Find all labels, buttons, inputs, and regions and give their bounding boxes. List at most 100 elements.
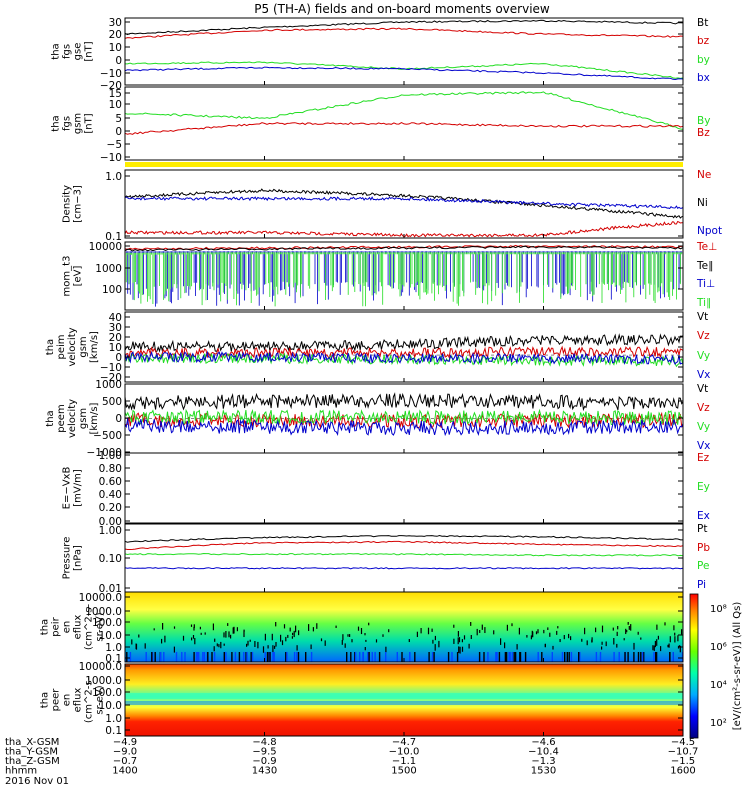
- legend-Pi: Pi: [697, 579, 706, 591]
- spectrogram-dropout: [458, 637, 461, 643]
- y-tick-label: 0: [115, 413, 122, 425]
- legend-By: By: [697, 115, 710, 127]
- spectrogram-dropout: [181, 652, 183, 662]
- spectrogram-dropout: [245, 652, 247, 662]
- panel-efield: 1.000.800.600.400.20 0.00 E=−VxB [mV/m] Ez Ey…: [62, 450, 710, 528]
- spectrogram-dropout: [271, 633, 273, 641]
- spectrogram-dropout: [483, 652, 485, 662]
- y-axis-label: fgs: [62, 44, 73, 59]
- spectrogram-dropout: [354, 652, 357, 662]
- x-axis-row-label: tha_X-GSM: [5, 737, 59, 748]
- series-Pb: [124, 540, 684, 550]
- spectrogram-dropout: [427, 627, 430, 635]
- spectrogram-dropout: [617, 626, 619, 630]
- spectrogram-dropout: [138, 634, 140, 638]
- y-axis-label: [eV]: [73, 266, 84, 287]
- spectrogram-dropout: [514, 652, 517, 662]
- spectrogram-dropout: [250, 652, 252, 662]
- spectrogram-dropout: [605, 641, 607, 647]
- y-tick-label: 0.40: [99, 489, 122, 501]
- y-tick-label: 10.0: [99, 630, 122, 642]
- spectrogram-dropout: [628, 626, 630, 630]
- spectrogram-dropout: [281, 640, 284, 646]
- series-Vx: [124, 350, 684, 366]
- spectrogram-dropout: [595, 652, 598, 662]
- spectrogram-dropout: [362, 652, 364, 662]
- spectrogram-dropout: [530, 635, 532, 640]
- spectrogram-dropout: [626, 629, 628, 633]
- spectrogram-dropout: [613, 652, 615, 662]
- spectrogram-dropout: [243, 652, 245, 662]
- spectrogram-dropout: [627, 622, 629, 625]
- spectrogram-dropout: [193, 626, 195, 631]
- spectrogram-dropout: [320, 638, 323, 642]
- spectrogram-dropout: [283, 624, 286, 629]
- panel-frame: [124, 311, 684, 383]
- spectrogram-dropout: [126, 652, 128, 662]
- spectrogram-dropout: [225, 631, 227, 638]
- legend-Vx: Vx: [697, 369, 710, 381]
- spectrogram-dropout: [537, 629, 539, 634]
- spectrogram-dropout: [537, 652, 539, 662]
- y-axis-label: [km/s]: [89, 402, 100, 434]
- series-Vt: [124, 392, 684, 412]
- spectrogram-dropout: [293, 652, 296, 662]
- spectrogram-dropout: [653, 652, 655, 662]
- spectrogram-dropout: [257, 641, 259, 649]
- spectrogram-dropout: [190, 624, 193, 627]
- x-axis-value: −10.7: [668, 747, 699, 758]
- legend-Bz: Bz: [697, 127, 710, 139]
- x-axis-row-label: hhmm: [5, 766, 37, 777]
- spectrogram-dropout: [291, 636, 293, 639]
- y-tick-label: 40: [109, 312, 122, 324]
- spectrogram-dropout: [664, 622, 666, 626]
- y-tick-label: 100: [102, 284, 122, 296]
- x-axis-value: 1500: [391, 766, 416, 777]
- spectrogram-dropout: [420, 628, 422, 634]
- spectrogram-dropout: [198, 652, 200, 662]
- colorbar: 10⁸ 10⁶ 10⁴ 10² [eV/(cm²-s-sr-eV)] (All …: [689, 593, 743, 739]
- spectrogram-dropout: [478, 652, 481, 662]
- x-axis-value: −9.5: [252, 747, 276, 758]
- spectrogram-dropout: [223, 652, 225, 662]
- y-tick-label: 0: [115, 352, 122, 364]
- y-tick-label: 10: [109, 42, 122, 54]
- legend-Te⊥: Te⊥: [696, 241, 717, 253]
- legend-Vz: Vz: [697, 330, 710, 342]
- x-axis-value: 1430: [252, 766, 277, 777]
- spectrogram-dropout: [643, 652, 645, 662]
- spectrogram-dropout: [461, 639, 463, 643]
- spectrogram-dropout: [601, 625, 604, 633]
- colorbar-tick: 10⁸: [710, 604, 727, 615]
- spectrogram-dropout: [164, 635, 166, 643]
- spectrogram-dropout: [511, 652, 514, 662]
- spectrogram-dropout: [630, 624, 632, 631]
- legend-Vy: Vy: [697, 421, 710, 433]
- spectrogram-dropout: [243, 630, 245, 638]
- spectrogram-dropout: [382, 634, 384, 637]
- y-tick-label: 1.0: [105, 171, 122, 183]
- quality-flag-bar: [125, 162, 683, 167]
- spectrogram-band: [125, 701, 683, 705]
- y-tick-label: 0.1: [105, 725, 122, 737]
- spectrogram-dropout: [267, 652, 269, 662]
- series-By: [124, 91, 684, 130]
- y-axis-label: [nT]: [84, 41, 95, 61]
- spectrogram-dropout: [669, 636, 671, 643]
- legend-Te∥: Te∥: [696, 260, 713, 272]
- spectrogram-dropout: [231, 652, 233, 662]
- spectrogram-dropout: [267, 645, 269, 649]
- legend-Vz: Vz: [697, 402, 710, 414]
- spectrogram-dropout: [668, 643, 670, 648]
- y-tick-label: 0: [115, 126, 122, 138]
- spectrogram-dropout: [561, 652, 564, 662]
- y-tick-label: −500: [93, 430, 122, 442]
- y-axis-label: [mV/m]: [73, 469, 84, 507]
- y-tick-label: 10: [109, 99, 122, 111]
- spectrogram-dropout: [364, 633, 366, 636]
- series-by: [125, 61, 684, 79]
- spectrogram-dropout: [251, 652, 254, 662]
- spectrogram-dropout: [414, 652, 416, 662]
- series-Pe: [124, 552, 684, 557]
